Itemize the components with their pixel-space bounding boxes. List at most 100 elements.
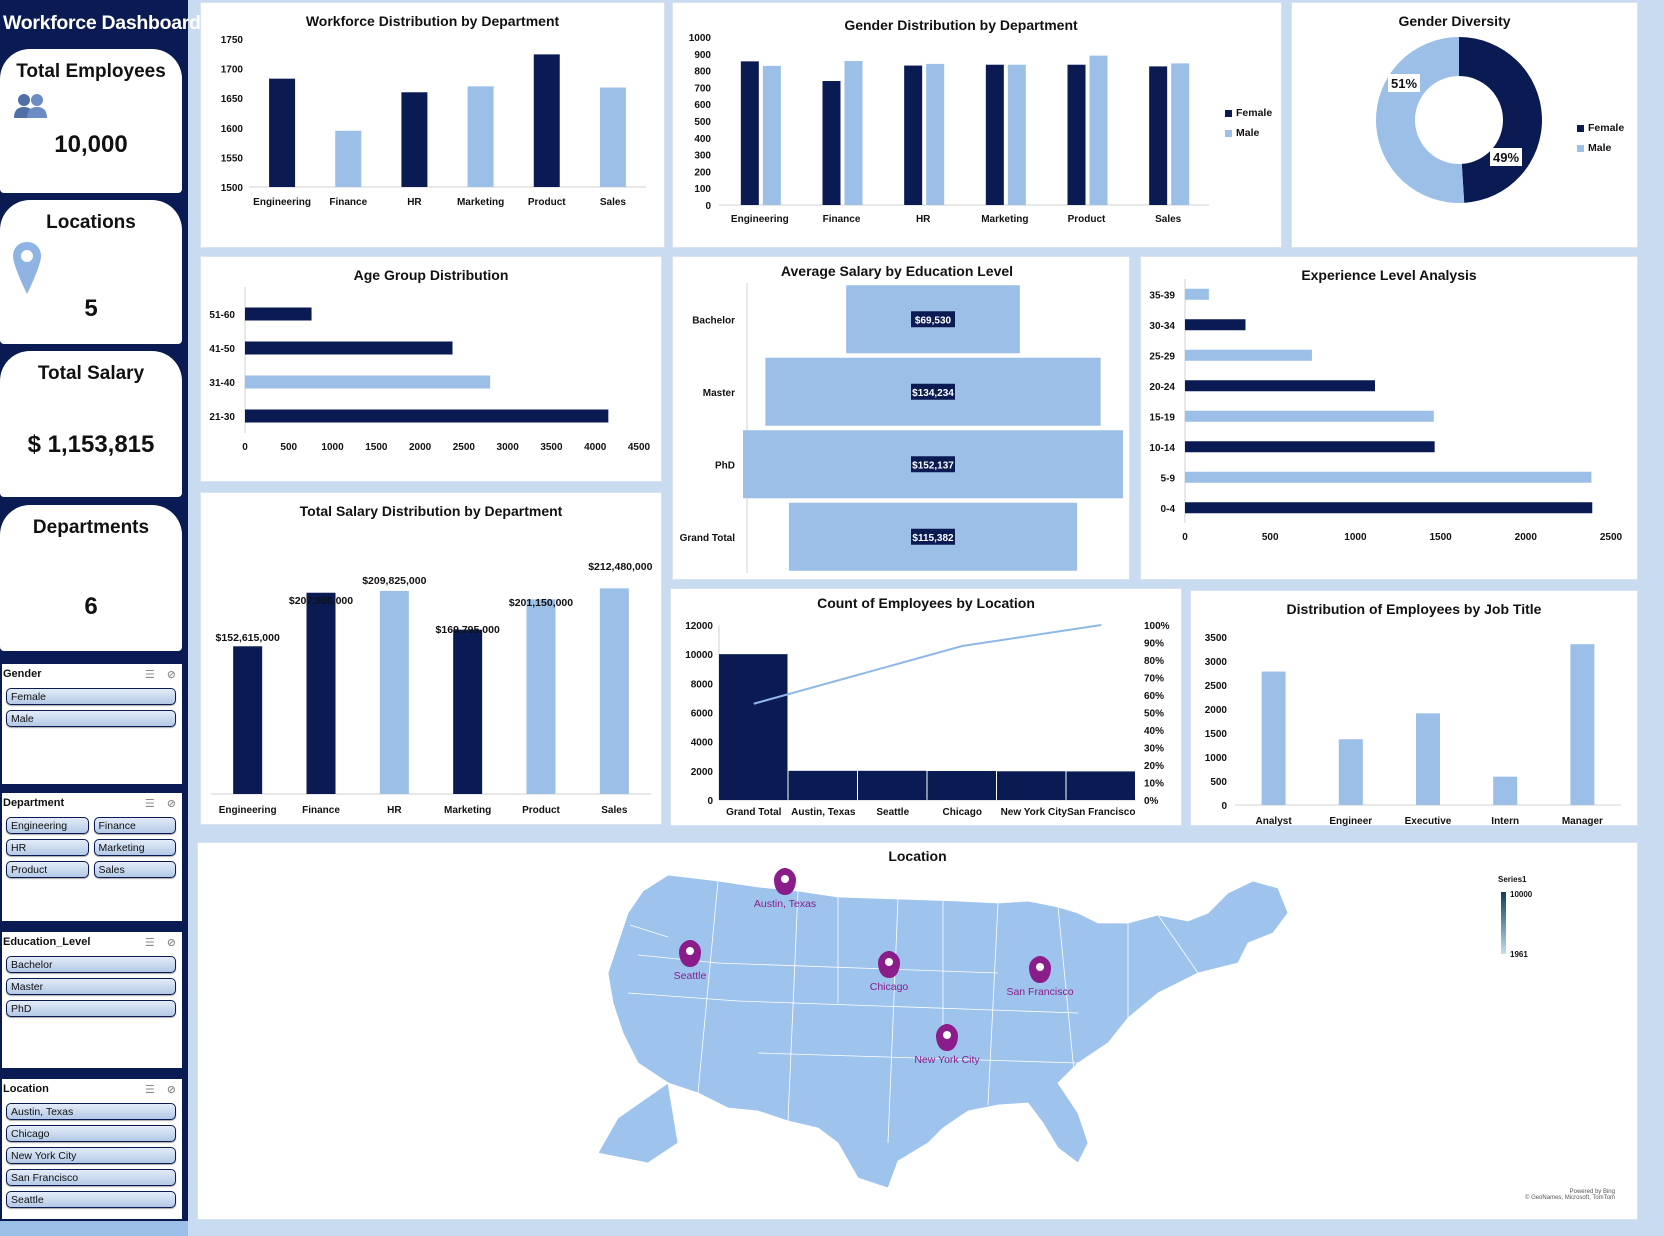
slicer-item-san-francisco[interactable]: San Francisco	[6, 1169, 176, 1186]
x-tick-label: Marketing	[981, 214, 1028, 225]
bar	[719, 654, 788, 800]
slicer-item-finance[interactable]: Finance	[93, 817, 176, 834]
slicer-location: Location ☰ ⊘ Austin, Texas Chicago New Yo…	[0, 1077, 184, 1221]
x-tick-label: Analyst	[1256, 816, 1293, 827]
chart-experience-level[interactable]: Experience Level Analysis 0 500 1000 1500 20…	[1140, 256, 1638, 580]
chart-title: Gender Diversity	[1398, 13, 1511, 29]
y-tick-label: 1000	[1205, 753, 1228, 764]
slicer-item-master[interactable]: Master	[6, 978, 176, 995]
y-tick-label: 3500	[1205, 633, 1228, 644]
chart-canvas: 0 500 1000 1500 2000 2500 3000 3500 Analyst Engin…	[1205, 633, 1621, 827]
chart-legend: Female Male	[1225, 107, 1272, 147]
x-tick-label: Finance	[823, 214, 861, 225]
x-tick-label: 500	[1262, 532, 1279, 543]
slicer-item-hr[interactable]: HR	[6, 839, 89, 856]
chart-avg-salary-education[interactable]: Average Salary by Education Level $69,53…	[672, 256, 1130, 580]
y-tick-label: Master	[703, 388, 735, 399]
chart-age-group[interactable]: Age Group Distribution 0 500 1000 1500 2000 2…	[200, 256, 662, 482]
bar-male	[926, 63, 945, 205]
legend-swatch-female	[1225, 109, 1232, 117]
slicer-item-phd[interactable]: PhD	[6, 1000, 176, 1017]
x-tick-label: San Francisco	[1067, 807, 1135, 818]
chart-gender-diversity[interactable]: Gender Diversity 51% 49% Female Male	[1291, 2, 1638, 248]
data-label-box	[911, 311, 955, 328]
map-location[interactable]: Location Austin, Texas Seattle Chicago San …	[197, 842, 1638, 1220]
data-label: $134,234	[912, 388, 954, 399]
chart-canvas: 0 500 1000 1500 2000 2500 0-4 5-9 10-14 15-19 20-2…	[1149, 279, 1623, 543]
slicer-item-engineering[interactable]: Engineering	[6, 817, 89, 834]
y-tick-label: 5-9	[1161, 473, 1176, 484]
y-tick-label: Bachelor	[692, 315, 735, 326]
legend-label: Female	[1588, 122, 1625, 134]
sidebar: Workforce Dashboard Total Employees 10,0…	[0, 0, 201, 1236]
kpi-label: Total Employees	[16, 61, 166, 82]
slicer-item-new-york-city[interactable]: New York City	[6, 1147, 176, 1164]
clear-filter-icon[interactable]: ⊘	[166, 669, 176, 681]
bar	[379, 590, 409, 794]
multi-select-icon[interactable]: ☰	[144, 669, 155, 681]
map-pin-label: New York City	[914, 1054, 980, 1066]
x-tick-label: 1000	[1344, 532, 1367, 543]
x-tick-label: Intern	[1491, 816, 1519, 827]
slicer-item-bachelor[interactable]: Bachelor	[6, 956, 176, 973]
x-tick-label: Chicago	[943, 807, 982, 818]
pin-dot	[686, 947, 694, 955]
slicer-item-marketing[interactable]: Marketing	[93, 839, 176, 856]
map-legend: Series1 10000 1961	[1498, 875, 1532, 959]
x-tick-label: 0	[242, 442, 248, 453]
chart-workforce-by-department[interactable]: Workforce Distribution by Department 150…	[200, 2, 665, 248]
bar-female	[740, 61, 759, 205]
x-tick-label: Engineering	[731, 214, 789, 225]
y2-tick-label: 100%	[1144, 621, 1170, 632]
slicer-item-male[interactable]: Male	[6, 710, 176, 727]
kpi-departments: Departments 6	[0, 505, 182, 651]
bar-male	[1007, 64, 1026, 205]
multi-select-icon[interactable]: ☰	[144, 798, 155, 810]
slicer-item-sales[interactable]: Sales	[93, 861, 176, 878]
y-tick-label: 21-30	[209, 412, 235, 423]
y-tick-label: 1750	[221, 35, 244, 46]
bar	[1493, 776, 1518, 805]
multi-select-icon[interactable]: ☰	[144, 1084, 155, 1096]
chart-gender-by-department[interactable]: Gender Distribution by Department 0 100 20…	[672, 2, 1282, 248]
slicer-item-chicago[interactable]: Chicago	[6, 1125, 176, 1142]
slicer-item-seattle[interactable]: Seattle	[6, 1191, 176, 1208]
slicer-item-female[interactable]: Female	[6, 688, 176, 705]
y2-tick-label: 70%	[1144, 674, 1164, 685]
bar	[599, 588, 629, 794]
slicer-item-product[interactable]: Product	[6, 861, 89, 878]
data-label: $152,137	[912, 460, 954, 471]
chart-job-title[interactable]: Distribution of Employees by Job Title 0…	[1190, 590, 1638, 827]
y-tick-label: 6000	[691, 709, 714, 720]
data-label: $201,150,000	[509, 597, 573, 609]
y-tick-label: 2500	[1205, 681, 1228, 692]
y-tick-label: 200	[694, 167, 711, 178]
bar	[245, 307, 312, 321]
x-tick-label: 1500	[365, 442, 388, 453]
bar-female	[904, 65, 923, 205]
multi-select-icon[interactable]: ☰	[144, 937, 155, 949]
clear-filter-icon[interactable]: ⊘	[166, 937, 176, 949]
bar-male	[844, 61, 863, 205]
bar	[1185, 380, 1375, 392]
pin-dot	[781, 875, 789, 883]
clear-filter-icon[interactable]: ⊘	[166, 798, 176, 810]
pin-dot	[943, 1031, 951, 1039]
y-tick-label: 1650	[221, 94, 244, 105]
chart-employees-by-location[interactable]: Count of Employees by Location 0 2000 4000…	[670, 588, 1182, 826]
x-tick-label: Product	[528, 197, 566, 208]
data-label: $212,480,000	[588, 561, 652, 573]
y2-tick-label: 40%	[1144, 726, 1164, 737]
donut-slice-male	[1375, 37, 1465, 204]
x-tick-label: Engineering	[253, 197, 311, 208]
kpi-label: Departments	[32, 517, 150, 538]
data-label: $169,795,000	[436, 624, 500, 636]
slicer-gender: Gender ☰ ⊘ Female Male	[0, 662, 184, 786]
map-pin-label: San Francisco	[1006, 986, 1073, 998]
chart-salary-by-department[interactable]: Total Salary Distribution by Department …	[200, 492, 662, 825]
data-label-box	[911, 456, 955, 473]
chart-title: Distribution of Employees by Job Title	[1286, 601, 1542, 617]
clear-filter-icon[interactable]: ⊘	[166, 1084, 176, 1096]
slicer-item-austin-texas[interactable]: Austin, Texas	[6, 1103, 176, 1120]
bar	[1185, 319, 1246, 331]
